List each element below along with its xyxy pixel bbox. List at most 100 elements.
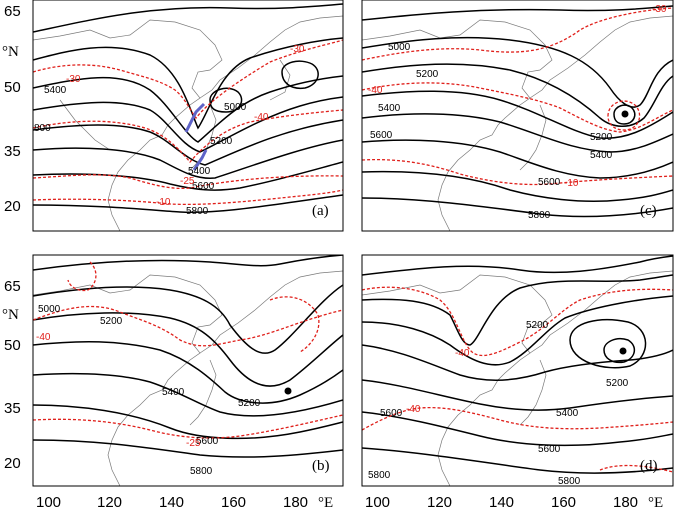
- height-contour: [362, 5, 673, 21]
- height-contour: [362, 411, 673, 447]
- coastline: [529, 270, 673, 354]
- height-contour: [362, 113, 673, 153]
- temperature-contour: [362, 158, 673, 186]
- temperature-contour: [33, 174, 343, 190]
- temperature-contour-label: -30: [66, 74, 81, 85]
- x-tick-label: 120: [427, 494, 452, 511]
- x-unit-label: °E: [648, 495, 663, 511]
- height-contour: [33, 439, 343, 458]
- map-panel-a: 5400 5000 5200 5400 5600 5800 800 -30 -3…: [32, 0, 344, 232]
- height-contour: [362, 447, 673, 474]
- height-contour: [33, 284, 343, 354]
- height-contour-label: 5800: [186, 206, 209, 217]
- x-tick-label: 180: [613, 494, 638, 511]
- panel-label: (c): [640, 203, 657, 219]
- y-tick-label: 35: [4, 400, 21, 417]
- height-contour-label: 5800: [190, 466, 213, 477]
- temperature-contour: [362, 7, 673, 61]
- coastline: [519, 359, 547, 426]
- height-contour: [33, 75, 343, 143]
- x-tick-label: 100: [365, 494, 390, 511]
- map-panel-c: 5000 5200 5400 5200 5400 5600 5600 5800 …: [361, 0, 674, 232]
- height-contour: [362, 197, 673, 218]
- temperature-contour-label: -30: [652, 4, 667, 15]
- height-contour-label: 5600: [196, 436, 219, 447]
- height-contour-label: 5800: [528, 210, 551, 221]
- temperature-contour-label: -40: [455, 348, 470, 359]
- height-contour: [362, 295, 673, 366]
- coastline: [269, 59, 291, 101]
- temperature-contour: [33, 414, 343, 439]
- x-tick-label: 100: [36, 494, 61, 511]
- height-contour-label: 5000: [38, 304, 61, 315]
- trough-axis: [184, 102, 206, 133]
- height-contour-closed: [613, 104, 636, 125]
- height-contour: [362, 255, 673, 276]
- height-contour-label: 5200: [238, 398, 261, 409]
- height-contour-label: 5200: [100, 316, 123, 327]
- coastline: [199, 270, 343, 354]
- height-contour-label: 5400: [162, 387, 185, 398]
- height-contour: [33, 372, 343, 417]
- temperature-contour-label: -40: [36, 332, 51, 343]
- height-contour-label: 5600: [538, 444, 561, 455]
- coastline: [199, 15, 343, 99]
- map-panel-d: 5200 5200 5400 5600 5600 5800 5800 -40 -…: [361, 254, 674, 487]
- panel-frame: [32, 254, 344, 487]
- height-contour-label: 5200: [606, 378, 629, 389]
- temperature-contour-label: -40: [254, 112, 269, 123]
- height-contour-label: 5800: [558, 476, 581, 487]
- temperature-contour-label: -25: [186, 438, 201, 449]
- y-unit-label: °N: [2, 44, 19, 60]
- trough-axis: [192, 149, 208, 171]
- x-tick-label: 140: [159, 494, 184, 511]
- y-tick-label: 20: [4, 455, 21, 472]
- height-contour-label: 800: [34, 123, 51, 134]
- height-contour-label: 5400: [44, 85, 67, 96]
- height-contour: [33, 312, 343, 387]
- height-contour-label: 5200: [590, 132, 613, 143]
- storm-center-marker: [284, 387, 292, 395]
- height-contour: [362, 379, 673, 411]
- height-contour-closed: [209, 87, 243, 113]
- height-contour-label: 5400: [378, 103, 401, 114]
- panel-frame: [32, 0, 344, 232]
- height-contour-label: 5200: [526, 320, 549, 331]
- y-tick-label: 20: [4, 198, 21, 215]
- height-contour: [33, 255, 343, 271]
- temperature-contour: [362, 406, 673, 431]
- height-contour: [33, 96, 343, 153]
- height-contour-label: 5600: [192, 181, 215, 192]
- coastline: [529, 15, 673, 99]
- coastline: [362, 19, 553, 231]
- height-contour: [33, 194, 343, 214]
- coastline: [59, 99, 111, 151]
- temperature-contour: [269, 296, 320, 353]
- height-contour-label: 5800: [368, 470, 391, 481]
- x-tick-label: 160: [551, 494, 576, 511]
- x-tick-label: 160: [221, 494, 246, 511]
- height-contour: [33, 404, 343, 440]
- temperature-contour-label: -40: [406, 404, 421, 415]
- temperature-contour: [33, 109, 343, 164]
- height-contour-label: 5400: [590, 150, 613, 161]
- storm-center-marker: [621, 110, 629, 118]
- height-contour: [33, 340, 343, 404]
- temperature-contour-label: -30: [290, 44, 305, 55]
- temperature-contour-label: -10: [156, 197, 171, 208]
- height-contour: [33, 3, 343, 33]
- height-contour-label: 5600: [370, 130, 393, 141]
- height-contour: [362, 274, 673, 346]
- temperature-contour: [33, 189, 343, 206]
- storm-center-marker: [619, 347, 627, 355]
- y-tick-label: 50: [4, 337, 21, 354]
- panel-frame: [361, 254, 674, 487]
- x-tick-label: 180: [283, 494, 308, 511]
- height-contour-closed: [603, 338, 636, 364]
- height-contour-label: 5600: [380, 408, 403, 419]
- height-contour: [362, 90, 673, 139]
- y-tick-label: 50: [4, 79, 21, 96]
- y-axis-labels: 65 °N 50 35 20 65 °N 50 35 20: [2, 3, 21, 472]
- height-contour: [362, 139, 673, 179]
